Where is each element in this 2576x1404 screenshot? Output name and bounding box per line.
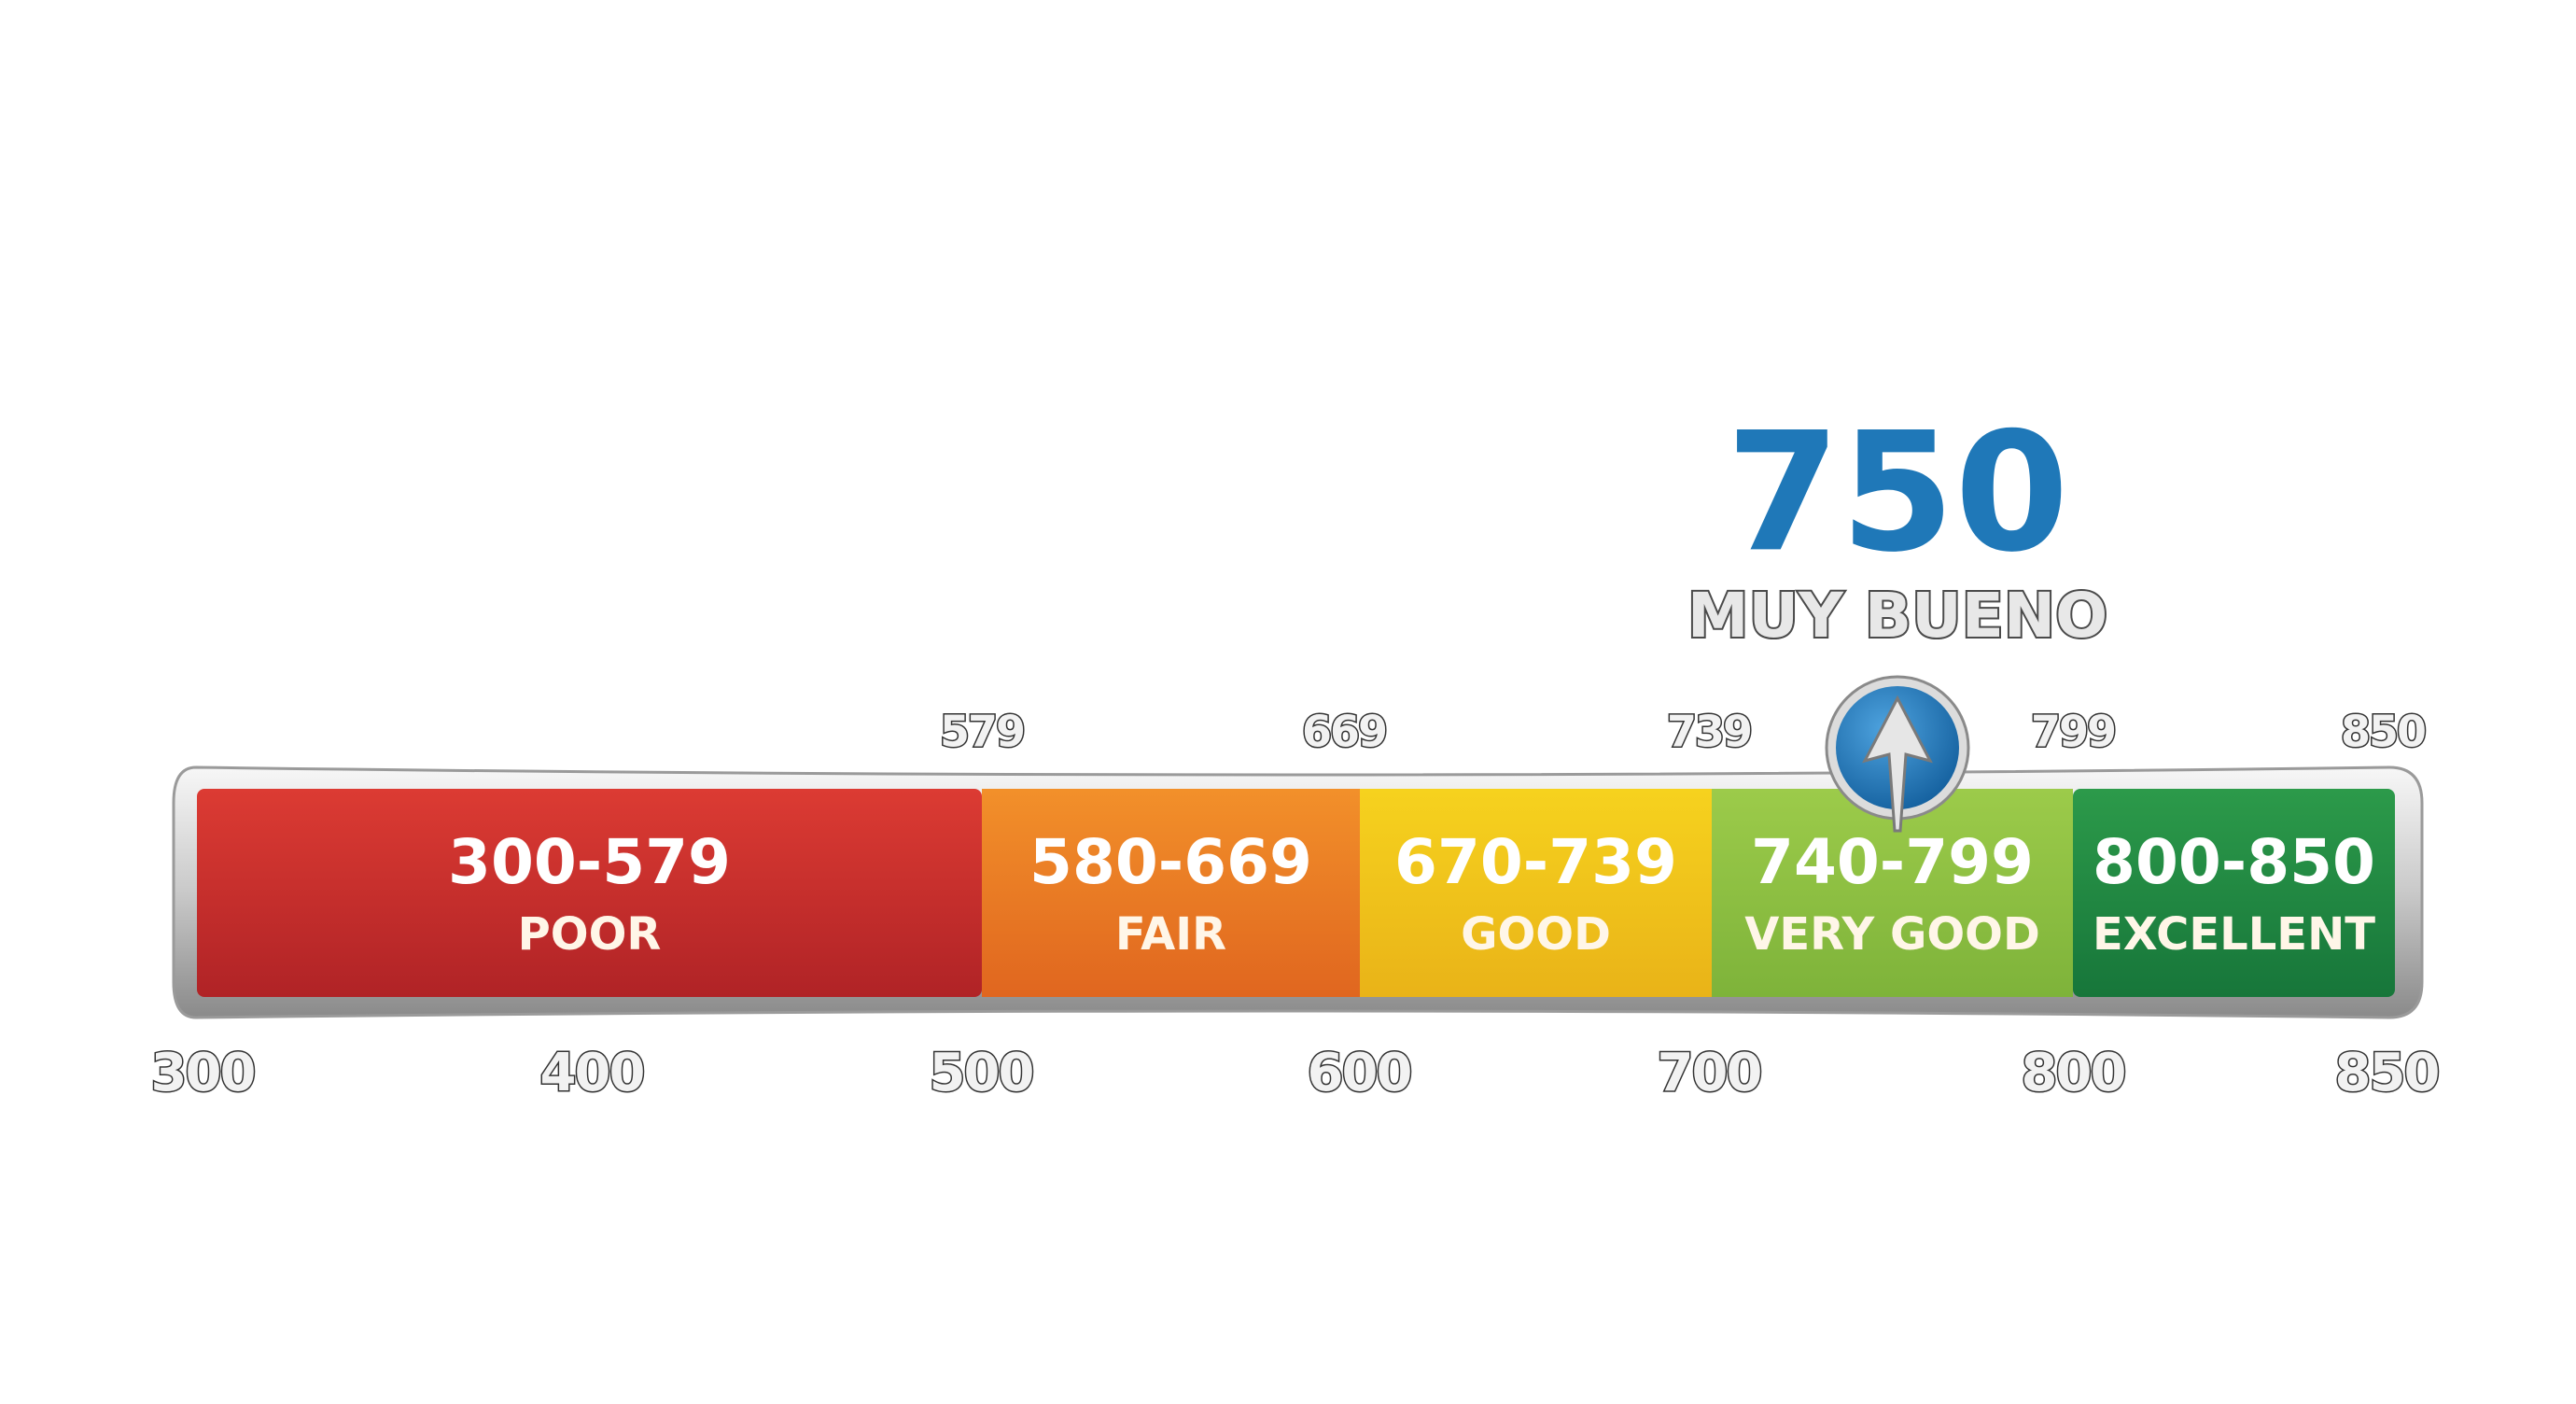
boundary-label: 669 [1302,707,1386,757]
scale-label: 850 [2335,1043,2439,1103]
segment-name: VERY GOOD [1744,908,2040,961]
segment [1712,789,2073,997]
segments: 300-579 POOR 580-669 FAIR 670-739 GOOD 740-799… [197,789,2395,997]
segment-name: GOOD [1461,908,1611,961]
segment-name: EXCELLENT [2093,908,2375,961]
segment-range: 670-739 [1394,826,1677,898]
segment [982,789,1360,997]
scale-label: 700 [1658,1043,1761,1103]
score-rating: MUY BUENO [1687,580,2107,652]
scale-label: 500 [930,1043,1033,1103]
segment-name: FAIR [1115,908,1226,961]
segment [1360,789,1712,997]
segment [2073,789,2395,997]
marker-arrow [1862,695,1933,833]
scale-label: 600 [1308,1043,1411,1103]
segment [197,789,982,997]
scale-label: 800 [2022,1043,2125,1103]
scale-label: 400 [540,1043,644,1103]
boundary-label: 850 [2341,707,2425,757]
segment-range: 800-850 [2093,826,2375,898]
boundary-label: 739 [1667,707,1751,757]
segment-range: 580-669 [1029,826,1312,898]
segment-name: POOR [518,908,662,961]
boundary-label: 799 [2031,707,2115,757]
marker [1825,675,1970,833]
segment-range: 300-579 [448,826,731,898]
segment-range: 740-799 [1751,826,2034,898]
scale-label: 300 [151,1043,255,1103]
score-value: 750 [1726,397,2068,588]
boundary-label: 579 [940,707,1024,757]
